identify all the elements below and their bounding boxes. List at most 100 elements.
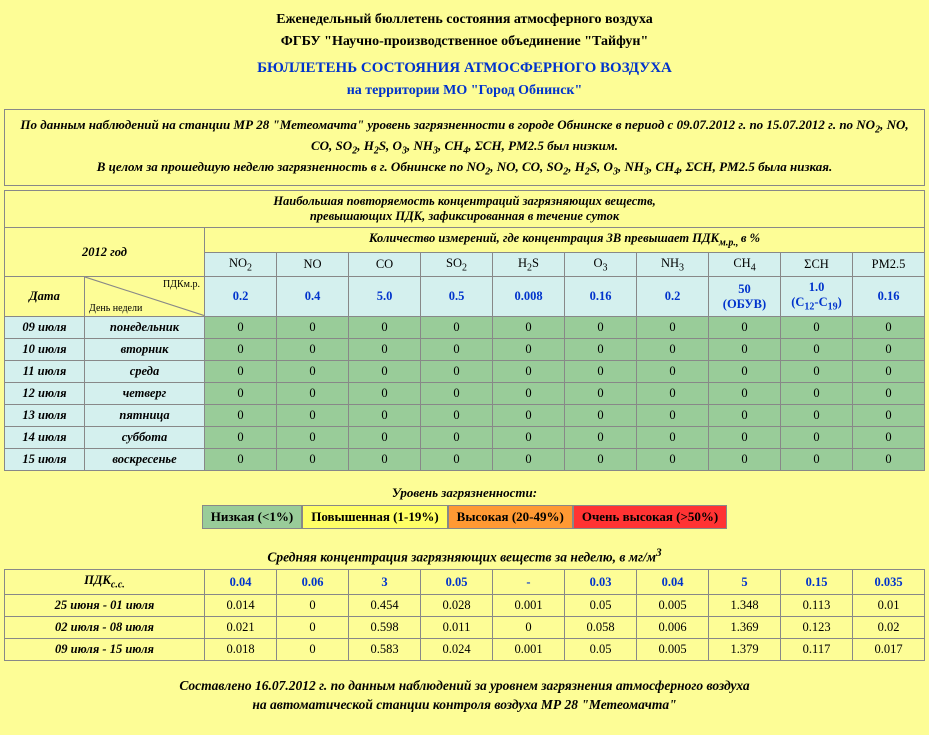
val-cell: 0 [205, 360, 277, 382]
val-cell: 0 [853, 382, 925, 404]
day-cell: пятница [85, 404, 205, 426]
date-cell: 13 июля [5, 404, 85, 426]
pollutant-col-3: SO2 [421, 252, 493, 277]
val-cell: 0 [277, 382, 349, 404]
date-cell: 10 июля [5, 338, 85, 360]
val-cell: 0 [709, 404, 781, 426]
pollutant-col-6: NH3 [637, 252, 709, 277]
val-cell: 0 [853, 426, 925, 448]
footer: Составлено 16.07.2012 г. по данным наблю… [4, 677, 925, 715]
pdk-ss-label: ПДКс.с. [5, 570, 205, 595]
pdk-ss-val-1: 0.06 [277, 570, 349, 595]
week-label: 09 июля - 15 июля [5, 638, 205, 660]
avg-val: 0.117 [781, 638, 853, 660]
pollutant-col-2: CO [349, 252, 421, 277]
val-cell: 0 [205, 448, 277, 470]
val-cell: 0 [277, 360, 349, 382]
avg-val: 0.001 [493, 594, 565, 616]
avg-val: 0.006 [637, 616, 709, 638]
val-cell: 0 [277, 448, 349, 470]
diag-cell: ПДКм.р.День недели [85, 277, 205, 317]
val-cell: 0 [565, 382, 637, 404]
val-cell: 0 [781, 382, 853, 404]
avg-val: 0.058 [565, 616, 637, 638]
legend-row: Низкая (<1%)Повышенная (1-19%)Высокая (2… [4, 505, 925, 529]
pdk-ss-val-6: 0.04 [637, 570, 709, 595]
val-cell: 0 [709, 382, 781, 404]
pollutant-col-4: H2S [493, 252, 565, 277]
val-cell: 0 [421, 404, 493, 426]
val-cell: 0 [349, 360, 421, 382]
avg-table: ПДКс.с.0.040.0630.05-0.030.0450.150.0352… [4, 569, 925, 661]
pollutant-col-8: ΣCH [781, 252, 853, 277]
val-cell: 0 [709, 448, 781, 470]
val-cell: 0 [565, 360, 637, 382]
avg-section: Средняя концентрация загрязняющих вещест… [4, 547, 925, 661]
val-cell: 0 [709, 316, 781, 338]
avg-val: 1.348 [709, 594, 781, 616]
avg-val: 0.017 [853, 638, 925, 660]
val-cell: 0 [709, 338, 781, 360]
val-cell: 0 [637, 448, 709, 470]
week-label: 02 июля - 08 июля [5, 616, 205, 638]
avg-val: 0 [277, 616, 349, 638]
val-cell: 0 [421, 426, 493, 448]
val-cell: 0 [853, 448, 925, 470]
val-cell: 0 [349, 382, 421, 404]
val-cell: 0 [421, 448, 493, 470]
pdk-val-1: 0.4 [277, 277, 349, 317]
pollutant-col-7: CH4 [709, 252, 781, 277]
val-cell: 0 [637, 426, 709, 448]
val-cell: 0 [493, 448, 565, 470]
avg-val: 0.024 [421, 638, 493, 660]
val-cell: 0 [277, 404, 349, 426]
pollutant-col-5: O3 [565, 252, 637, 277]
legend-item-1: Повышенная (1-19%) [302, 505, 447, 529]
header-l1: Еженедельный бюллетень состояния атмосфе… [4, 12, 925, 28]
date-cell: 14 июля [5, 426, 85, 448]
pdk-ss-val-2: 3 [349, 570, 421, 595]
pdk-val-4: 0.008 [493, 277, 565, 317]
val-cell: 0 [853, 404, 925, 426]
avg-val: 0.02 [853, 616, 925, 638]
val-cell: 0 [565, 404, 637, 426]
val-cell: 0 [349, 338, 421, 360]
day-cell: вторник [85, 338, 205, 360]
avg-val: 0 [277, 638, 349, 660]
avg-val: 0.598 [349, 616, 421, 638]
pdk-ss-val-3: 0.05 [421, 570, 493, 595]
val-cell: 0 [205, 426, 277, 448]
pdk-val-0: 0.2 [205, 277, 277, 317]
pdk-val-2: 5.0 [349, 277, 421, 317]
pdk-ss-val-7: 5 [709, 570, 781, 595]
date-cell: 11 июля [5, 360, 85, 382]
avg-title: Средняя концентрация загрязняющих вещест… [4, 547, 925, 566]
avg-val: 0.005 [637, 638, 709, 660]
date-header: Дата [5, 277, 85, 317]
val-cell: 0 [781, 338, 853, 360]
val-cell: 0 [493, 382, 565, 404]
val-cell: 0 [565, 338, 637, 360]
day-cell: среда [85, 360, 205, 382]
val-cell: 0 [637, 316, 709, 338]
val-cell: 0 [493, 316, 565, 338]
date-cell: 12 июля [5, 382, 85, 404]
val-cell: 0 [853, 360, 925, 382]
avg-val: 0.113 [781, 594, 853, 616]
intro-box: По данным наблюдений на станции МР 28 "М… [4, 109, 925, 186]
header-l3: БЮЛЛЕТЕНЬ СОСТОЯНИЯ АТМОСФЕРНОГО ВОЗДУХА [4, 60, 925, 77]
pdk-ss-val-4: - [493, 570, 565, 595]
val-cell: 0 [781, 360, 853, 382]
exceedance-table: Наибольшая повторяемость концентраций за… [4, 190, 925, 471]
header-l2: ФГБУ "Научно-производственное объединени… [4, 34, 925, 50]
date-cell: 15 июля [5, 448, 85, 470]
val-cell: 0 [709, 360, 781, 382]
avg-val: 0.011 [421, 616, 493, 638]
pdk-val-9: 0.16 [853, 277, 925, 317]
val-cell: 0 [205, 382, 277, 404]
legend-item-0: Низкая (<1%) [202, 505, 302, 529]
day-cell: воскресенье [85, 448, 205, 470]
pollutant-col-1: NO [277, 252, 349, 277]
measurements-header: Количество измерений, где концентрация З… [205, 228, 925, 253]
val-cell: 0 [349, 448, 421, 470]
